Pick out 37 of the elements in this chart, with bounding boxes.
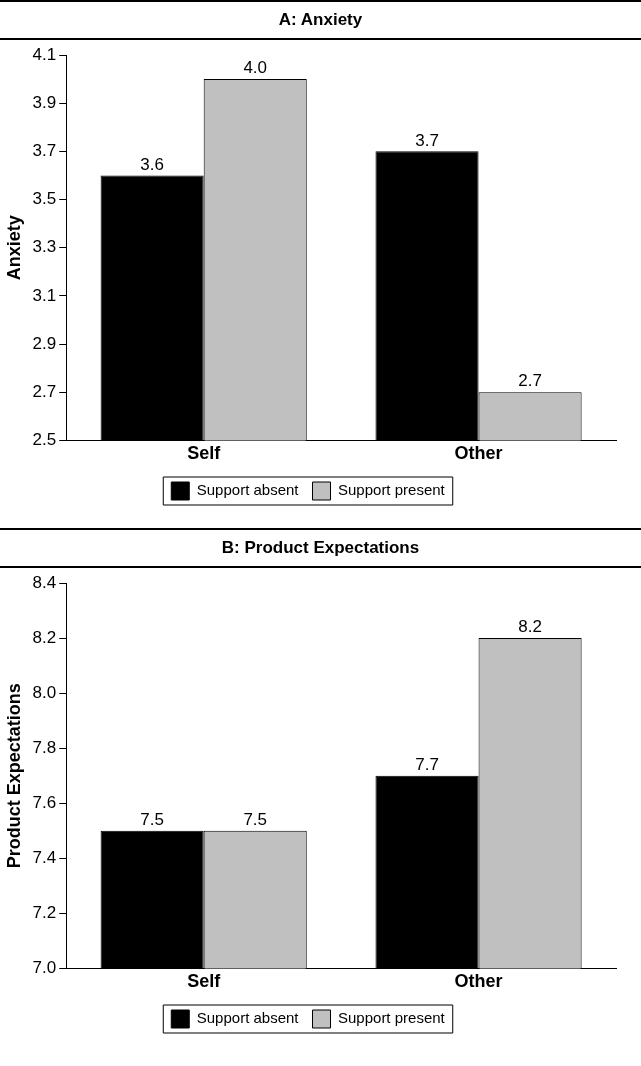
y-tick-label: 3.5 bbox=[32, 189, 57, 209]
y-tick-label: 2.9 bbox=[32, 333, 57, 353]
data-label: 2.7 bbox=[518, 371, 542, 391]
y-axis-title: Anxiety bbox=[3, 215, 24, 281]
x-tick-label: Other bbox=[454, 971, 503, 992]
legend-label: Support absent bbox=[196, 481, 300, 499]
x-tick-label: Self bbox=[187, 443, 222, 464]
chart-title: B: Product Expectations bbox=[0, 528, 641, 568]
legend-label: Support present bbox=[338, 1009, 446, 1027]
data-label: 3.6 bbox=[140, 154, 164, 174]
data-label: 4.0 bbox=[243, 58, 268, 78]
data-label: 3.7 bbox=[415, 130, 439, 150]
y-tick-label: 8.4 bbox=[32, 572, 57, 592]
y-tick-label: 4.1 bbox=[32, 44, 57, 64]
x-tick-label: Self bbox=[187, 971, 222, 992]
data-label: 7.5 bbox=[243, 809, 268, 829]
chart-title: A: Anxiety bbox=[0, 0, 641, 40]
y-tick-label: 3.3 bbox=[32, 237, 57, 257]
y-tick-label: 7.6 bbox=[32, 792, 57, 812]
legend-label: Support absent bbox=[196, 1009, 300, 1027]
data-label: 7.7 bbox=[415, 754, 439, 774]
y-tick-label: 7.4 bbox=[32, 847, 57, 867]
x-tick-label: Other bbox=[454, 443, 503, 464]
y-tick-label: 3.9 bbox=[32, 92, 57, 112]
y-tick-label: 8.0 bbox=[32, 682, 57, 702]
y-axis-title: Product Expectations bbox=[3, 683, 24, 869]
data-label: 8.2 bbox=[518, 617, 542, 637]
data-label: 7.5 bbox=[140, 809, 164, 829]
y-tick-label: 3.7 bbox=[32, 141, 57, 161]
legend-label: Support present bbox=[338, 481, 446, 499]
y-tick-label: 8.2 bbox=[32, 627, 57, 647]
y-tick-label: 2.5 bbox=[32, 430, 57, 450]
y-tick-label: 3.1 bbox=[32, 285, 57, 305]
y-tick-label: 7.2 bbox=[32, 903, 57, 923]
y-tick-label: 2.7 bbox=[32, 381, 57, 401]
y-tick-label: 7.0 bbox=[32, 958, 57, 978]
y-tick-label: 7.8 bbox=[32, 737, 57, 757]
